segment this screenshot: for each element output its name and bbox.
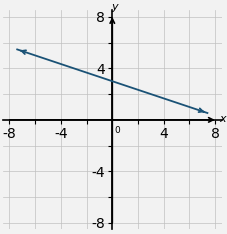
Text: x: x xyxy=(219,113,225,124)
Text: 0: 0 xyxy=(114,126,119,135)
Text: y: y xyxy=(110,2,117,12)
